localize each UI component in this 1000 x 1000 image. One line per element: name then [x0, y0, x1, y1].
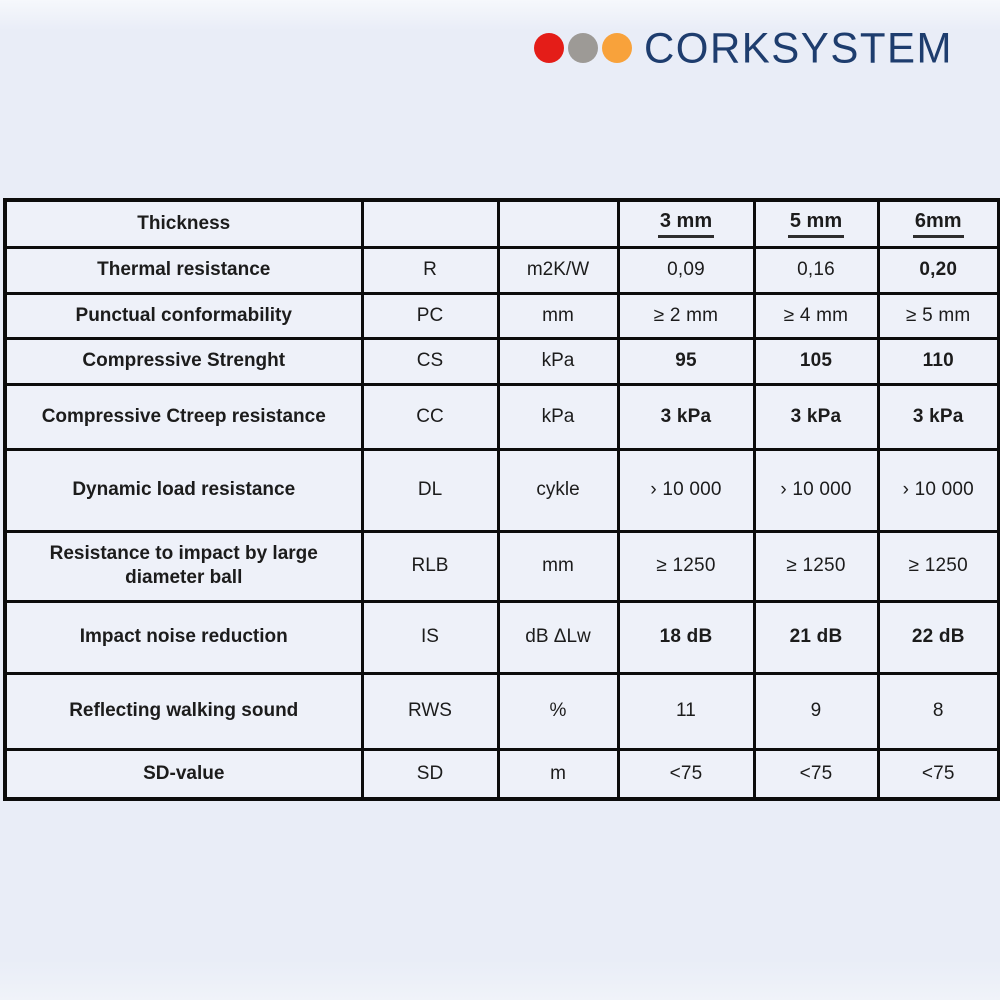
- column-header-5mm: 5 mm: [752, 198, 880, 249]
- value-3mm: 0,09: [616, 245, 756, 295]
- value-5mm: 3 kPa: [752, 382, 880, 451]
- logo-dot-red-icon: [533, 33, 564, 63]
- value-3mm: 11: [616, 671, 756, 751]
- property-label: Thermal resistance: [3, 245, 364, 295]
- unit-cell: mm: [496, 291, 620, 340]
- logo-dot-orange-icon: [601, 33, 632, 63]
- unit-cell: kPa: [496, 336, 620, 386]
- table-row-resistance-impact-large-ball: Resistance to impact by large diameter b…: [3, 529, 1000, 603]
- value-6mm: 22 dB: [876, 599, 1000, 675]
- symbol-cell: RLB: [360, 529, 500, 603]
- value-6mm: 8: [876, 671, 1000, 751]
- symbol-cell: DL: [360, 447, 500, 533]
- property-label: Punctual conformability: [3, 291, 364, 340]
- value-6mm: ≥ 5 mm: [876, 291, 1000, 340]
- header-label-thickness: Thickness: [3, 198, 364, 249]
- property-label: Compressive Ctreep resistance: [3, 382, 364, 451]
- symbol-cell: CS: [360, 336, 500, 386]
- logo-text: CORKSYSTEM: [643, 23, 953, 72]
- symbol-cell: RWS: [360, 671, 500, 751]
- value-5mm: ≥ 1250: [752, 529, 880, 603]
- property-label: Impact noise reduction: [3, 599, 364, 675]
- table-row-dynamic-load-resistance: Dynamic load resistance DL cykle › 10 00…: [3, 447, 1000, 533]
- property-label: Reflecting walking sound: [3, 671, 364, 751]
- value-3mm: ≥ 1250: [616, 529, 756, 603]
- table-row-punctual-conformability: Punctual conformability PC mm ≥ 2 mm ≥ 4…: [3, 291, 1000, 340]
- header-unit-cell-empty: [496, 198, 620, 249]
- property-label: Compressive Strenght: [3, 336, 364, 386]
- value-3mm: 95: [616, 336, 756, 386]
- unit-cell: dB ΔLw: [496, 599, 620, 675]
- header-symbol-cell-empty: [360, 198, 500, 249]
- symbol-cell: SD: [360, 747, 500, 801]
- logo-dot-gray-icon: [567, 33, 598, 63]
- symbol-cell: R: [360, 245, 500, 295]
- table-row-reflecting-walking-sound: Reflecting walking sound RWS % 11 9 8: [3, 671, 1000, 751]
- unit-cell: m: [496, 747, 620, 801]
- value-5mm: 9: [752, 671, 880, 751]
- table-row-thermal-resistance: Thermal resistance R m2K/W 0,09 0,16 0,2…: [3, 245, 1000, 295]
- value-3mm: 3 kPa: [616, 382, 756, 451]
- value-5mm: ≥ 4 mm: [752, 291, 880, 340]
- value-3mm: 18 dB: [616, 599, 756, 675]
- unit-cell: %: [496, 671, 620, 751]
- symbol-cell: PC: [360, 291, 500, 340]
- table-row-sd-value: SD-value SD m <75 <75 <75: [3, 747, 1000, 801]
- value-6mm: 3 kPa: [876, 382, 1000, 451]
- value-3mm: › 10 000: [616, 447, 756, 533]
- value-6mm: 0,20: [876, 245, 1000, 295]
- value-6mm: › 10 000: [876, 447, 1000, 533]
- value-5mm: 0,16: [752, 245, 880, 295]
- value-5mm: 21 dB: [752, 599, 880, 675]
- value-3mm: ≥ 2 mm: [616, 291, 756, 340]
- symbol-cell: CC: [360, 382, 500, 451]
- value-6mm: 110: [876, 336, 1000, 386]
- column-header-3mm: 3 mm: [616, 198, 756, 249]
- unit-cell: m2K/W: [496, 245, 620, 295]
- unit-cell: kPa: [496, 382, 620, 451]
- value-5mm: › 10 000: [752, 447, 880, 533]
- value-6mm: <75: [876, 747, 1000, 801]
- value-5mm: <75: [752, 747, 880, 801]
- value-3mm: <75: [616, 747, 756, 801]
- value-6mm: ≥ 1250: [876, 529, 1000, 603]
- property-label: SD-value: [3, 747, 364, 801]
- column-header-6mm: 6mm: [876, 198, 1000, 249]
- unit-cell: mm: [496, 529, 620, 603]
- symbol-cell: IS: [360, 599, 500, 675]
- property-label: Resistance to impact by large diameter b…: [3, 529, 364, 603]
- product-spec-table: Thickness 3 mm 5 mm 6mm Thermal resistan…: [3, 198, 1000, 801]
- value-5mm: 105: [752, 336, 880, 386]
- table-header-row: Thickness 3 mm 5 mm 6mm: [3, 198, 1000, 249]
- property-label: Dynamic load resistance: [3, 447, 364, 533]
- table-row-compressive-creep-resistance: Compressive Ctreep resistance CC kPa 3 k…: [3, 382, 1000, 451]
- table-row-impact-noise-reduction: Impact noise reduction IS dB ΔLw 18 dB 2…: [3, 599, 1000, 675]
- corksystem-logo: CORKSYSTEM: [533, 23, 953, 72]
- unit-cell: cykle: [496, 447, 620, 533]
- table-row-compressive-strenght: Compressive Strenght CS kPa 95 105 110: [3, 336, 1000, 386]
